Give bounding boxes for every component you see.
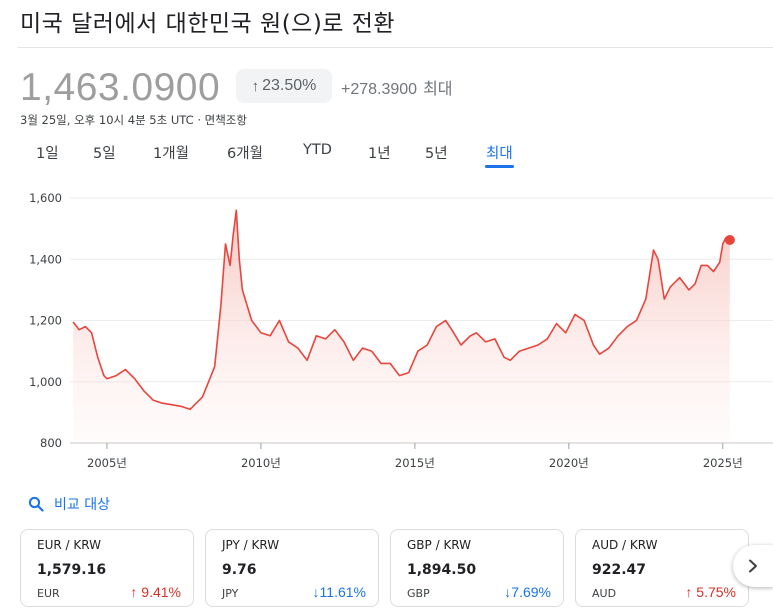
card-pair: AUD / KRW <box>592 538 658 552</box>
title-divider <box>18 47 773 48</box>
arrow-down-icon: ↓ <box>312 584 320 600</box>
percent-change-badge: ↑ 23.50% <box>236 69 332 103</box>
y-tick-label: 1,200 <box>29 314 62 328</box>
currency-card-eur[interactable]: EUR / KRW 1,579.16 EUR ↑ 9.41% <box>20 529 194 607</box>
arrow-up-icon: ↑ <box>130 584 138 600</box>
y-tick-label: 1,400 <box>29 252 62 266</box>
related-currency-cards: EUR / KRW 1,579.16 EUR ↑ 9.41% JPY / KRW… <box>20 529 773 609</box>
range-tab-ytd[interactable]: YTD <box>303 142 332 158</box>
y-tick-label: 1,000 <box>29 375 62 389</box>
chart-area-fill <box>73 210 730 443</box>
search-icon <box>28 496 44 512</box>
x-tick-label: 2015년 <box>395 456 435 470</box>
x-tick-label: 2020년 <box>549 456 589 470</box>
card-change-value: 7.69% <box>511 584 551 600</box>
absolute-change-value: +278.3900 <box>341 81 418 98</box>
currency-card-jpy[interactable]: JPY / KRW 9.76 JPY ↓11.61% <box>205 529 379 607</box>
arrow-down-icon: ↓ <box>504 584 512 600</box>
range-tab-1d[interactable]: 1일 <box>36 146 59 162</box>
x-tick-label: 2005년 <box>87 456 127 470</box>
y-tick-label: 1,600 <box>29 191 62 205</box>
range-tab-5y[interactable]: 5년 <box>425 146 448 162</box>
card-currency: EUR <box>37 587 60 600</box>
card-change: ↑ 5.75% <box>685 584 736 600</box>
current-price: 1,463.0900 <box>20 66 221 109</box>
y-tick-label: 800 <box>40 436 62 450</box>
card-pair: EUR / KRW <box>37 538 101 552</box>
chevron-right-icon <box>749 559 757 573</box>
range-tab-max[interactable]: 최대 <box>485 142 514 168</box>
compare-label: 비교 대상 <box>54 497 110 513</box>
range-tab-1m[interactable]: 1개월 <box>153 146 189 162</box>
card-value: 1,579.16 <box>37 562 107 578</box>
page-title: 미국 달러에서 대한민국 원(으)로 전환 <box>20 11 396 37</box>
card-pair: GBP / KRW <box>407 538 472 552</box>
card-currency: AUD <box>592 587 617 600</box>
card-change-value: 9.41% <box>141 584 181 600</box>
card-change: ↓11.61% <box>313 584 366 600</box>
compare-button[interactable]: 비교 대상 <box>28 494 110 514</box>
next-cards-button[interactable] <box>733 545 773 587</box>
arrow-up-icon: ↑ <box>251 77 260 95</box>
quote-timestamp[interactable]: 3월 25일, 오후 10시 4분 5초 UTC · 면책조항 <box>20 113 247 127</box>
chart-series-line <box>72 209 731 411</box>
card-change-value: 5.75% <box>696 584 736 600</box>
card-change: ↓7.69% <box>504 584 551 600</box>
card-currency: JPY <box>222 587 239 600</box>
x-tick-label: 2025년 <box>703 456 743 470</box>
range-tab-6m[interactable]: 6개월 <box>227 146 263 162</box>
card-value: 9.76 <box>222 562 257 578</box>
chart-current-point <box>724 234 735 245</box>
arrow-up-icon: ↑ <box>685 584 693 600</box>
card-pair: JPY / KRW <box>222 538 280 552</box>
currency-card-gbp[interactable]: GBP / KRW 1,894.50 GBP ↓7.69% <box>390 529 564 607</box>
range-tab-5d[interactable]: 5일 <box>93 146 116 162</box>
range-tab-1y[interactable]: 1년 <box>368 146 391 162</box>
card-currency: GBP <box>407 587 430 600</box>
price-chart[interactable]: 800 1,000 1,200 1,400 1,600 2005년 2010년 2015년 20… <box>0 180 773 480</box>
card-change-value: 11.61% <box>319 584 366 600</box>
percent-change-value: 23.50% <box>262 77 317 94</box>
x-tick-label: 2010년 <box>241 456 281 470</box>
currency-card-aud[interactable]: AUD / KRW 922.47 AUD ↑ 5.75% <box>575 529 749 607</box>
absolute-change: +278.3900 최대 <box>341 75 453 99</box>
card-value: 1,894.50 <box>407 562 477 578</box>
change-period: 최대 <box>423 81 453 98</box>
card-value: 922.47 <box>592 562 647 578</box>
card-change: ↑ 9.41% <box>130 584 181 600</box>
price-chart-svg[interactable]: 800 1,000 1,200 1,400 1,600 2005년 2010년 2015년 20… <box>0 180 773 480</box>
